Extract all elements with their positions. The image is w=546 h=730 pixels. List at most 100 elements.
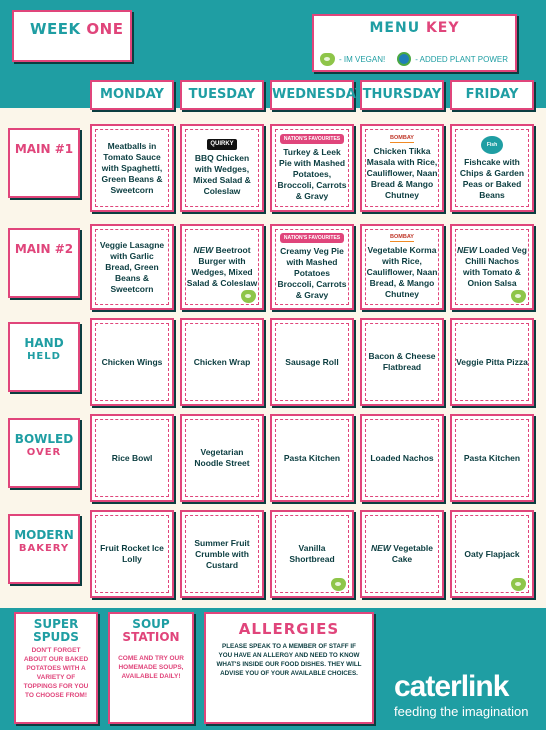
dish-text: Veggie Lasagne with Garlic Bread, Green … [96,240,168,295]
caterlink-logo: caterlink [394,670,509,703]
super-spuds-title-line1: SUPER [33,617,79,631]
dish-text: BBQ Chicken with Wedges, Mixed Salad & C… [186,153,258,197]
menu-cell: Pasta Kitchen [450,414,534,502]
row-label-0: MAIN #1 [8,128,80,198]
menu-cell: Vanilla Shortbread [270,510,354,598]
dish-name: Meatballs in Tomato Sauce with Spaghetti… [101,140,163,195]
super-spuds-title: SUPER SPUDS [16,618,96,644]
menu-cell: Veggie Pitta Pizza [450,318,534,406]
dish-name: Pasta Kitchen [463,452,521,463]
dish-name: Bacon & Cheese Flatbread [368,351,436,372]
menu-key-word: MENU [369,20,426,36]
day-header-monday: MONDAY [90,80,174,110]
dish-text: NEW Beetroot Burger with Wedges, Mixed S… [186,245,258,289]
dish-text: Vegetarian Noodle Street [186,447,258,469]
dish-name: Loaded Veg Chilli Nachos with Tomato & O… [463,245,527,288]
dish-name: Summer Fruit Crumble with Custard [194,537,250,570]
key-plant-label: - ADDED PLANT POWER [415,54,508,64]
menu-cell: Sausage Roll [270,318,354,406]
day-header-tuesday: TUESDAY [180,80,264,110]
dish-name: Chicken Wrap [193,356,251,367]
menu-cell: Chicken Wrap [180,318,264,406]
menu-cell: Oaty Flapjack [450,510,534,598]
menu-key-box: MENU KEY - IM VEGAN! - ADDED PLANT POWER [312,14,517,72]
dish-name: Vegetable Cake [391,543,433,564]
dish-name: Oaty Flapjack [464,548,520,559]
menu-cell: Chicken Wings [90,318,174,406]
menu-cell: Bacon & Cheese Flatbread [360,318,444,406]
dish-text: Pasta Kitchen [284,453,340,464]
menu-cell: QUIRKY BBQ Chicken with Wedges, Mixed Sal… [180,124,264,212]
dish-text: Veggie Pitta Pizza [456,357,528,368]
week-title-number: ONE [86,20,124,38]
dish-text: Turkey & Leek Pie with Mashed Potatoes, … [276,147,348,202]
soup-station-box: SOUP STATION COME AND TRY OUR HOMEMADE S… [108,612,194,724]
soup-station-title-line2: STATION [122,630,180,644]
menu-cell: Loaded Nachos [360,414,444,502]
row-label-2: HAND HELD [8,322,80,392]
row-label-line1: MAIN #2 [14,242,74,256]
dish-text: Fishcake with Chips & Garden Peas or Bak… [456,157,528,201]
menu-cell: NEW Loaded Veg Chilli Nachos with Tomato… [450,224,534,310]
row-label-1: MAIN #2 [8,228,80,298]
menu-key-accent: KEY [425,20,460,36]
dish-text: NEW Loaded Veg Chilli Nachos with Tomato… [456,245,528,289]
allergies-text: PLEASE SPEAK TO A MEMBER OF STAFF IF YOU… [216,643,362,677]
menu-cell: Fish Chips Fishcake with Chips & Garden P… [450,124,534,212]
row-label-line1: BOWLED [14,432,74,446]
dish-name: Veggie Pitta Pizza [456,356,528,367]
quirky-brand-badge: QUIRKY [207,139,237,150]
dish-name: Fruit Rocket Ice Lolly [100,543,164,564]
vegan-heart-icon [320,52,335,66]
menu-cell: Rice Bowl [90,414,174,502]
dish-name: Sausage Roll [285,356,339,367]
dish-text: Chicken Wrap [194,357,251,368]
dish-text: NEW Vegetable Cake [366,543,438,565]
dish-name: Chicken Wings [101,356,163,367]
super-spuds-title-line2: SPUDS [33,630,79,644]
soup-station-text: COME AND TRY OUR HOMEMADE SOUPS, AVAILAB… [118,655,184,680]
new-tag: NEW [193,245,214,255]
new-tag: NEW [457,245,477,255]
caterlink-tagline: feeding the imagination [394,704,529,719]
day-header-wednesday: WEDNESDAY [270,80,364,110]
nf-brand-badge: NATION'S FAVOURITES [279,233,345,243]
bombay-brand-badge: BOMBAY [390,234,414,242]
row-label-line2: OVER [26,447,62,458]
row-label-line1: MAIN #1 [14,142,74,156]
fish-brand-badge: Fish Chips [481,135,503,166]
allergies-box: ALLERGIES PLEASE SPEAK TO A MEMBER OF ST… [204,612,374,724]
new-tag: NEW [371,543,391,553]
row-label-line1: HAND [24,336,64,350]
dish-text: Oaty Flapjack [464,549,519,560]
menu-cell: BOMBAY Vegetable Korma with Rice, Caulifl… [360,224,444,310]
dish-name: Vegetable Korma with Rice, Cauliflower, … [366,245,438,299]
menu-cell: Veggie Lasagne with Garlic Bread, Green … [90,224,174,310]
row-label-4: MODERN BAKERY [8,514,80,584]
row-label-line1: MODERN [14,528,74,542]
dish-name: Vegetarian Noodle Street [194,447,250,468]
dish-text: Creamy Veg Pie with Mashed Potatoes Broc… [276,246,348,301]
vegan-heart-icon [511,578,526,591]
week-title-word: WEEK [30,20,87,38]
menu-key-title: MENU KEY [314,20,515,36]
row-label-line2: BAKERY [18,543,70,554]
menu-cell: NATION'S FAVOURITES Turkey & Leek Pie wit… [270,124,354,212]
day-header-friday: FRIDAY [450,80,534,110]
bombay-brand-badge: BOMBAY [390,135,414,143]
vegan-heart-icon [511,290,526,303]
day-header-thursday: THURSDAY [360,80,444,110]
dish-name: Veggie Lasagne with Garlic Bread, Green … [99,239,165,294]
week-title: WEEK ONE [30,20,123,38]
dish-text: Meatballs in Tomato Sauce with Spaghetti… [96,141,168,196]
super-spuds-box: SUPER SPUDS DON'T FORGET ABOUT OUR BAKED… [14,612,98,724]
menu-cell: NEW Beetroot Burger with Wedges, Mixed S… [180,224,264,310]
dish-name: Fishcake with Chips & Garden Peas or Bak… [459,156,525,200]
vegan-heart-icon [241,290,256,303]
dish-name: Loaded Nachos [370,452,434,463]
menu-cell: NEW Vegetable Cake [360,510,444,598]
dish-text: Loaded Nachos [370,453,433,464]
dish-text: Sausage Roll [285,357,338,368]
dish-name: Beetroot Burger with Wedges, Mixed Salad… [186,245,258,288]
